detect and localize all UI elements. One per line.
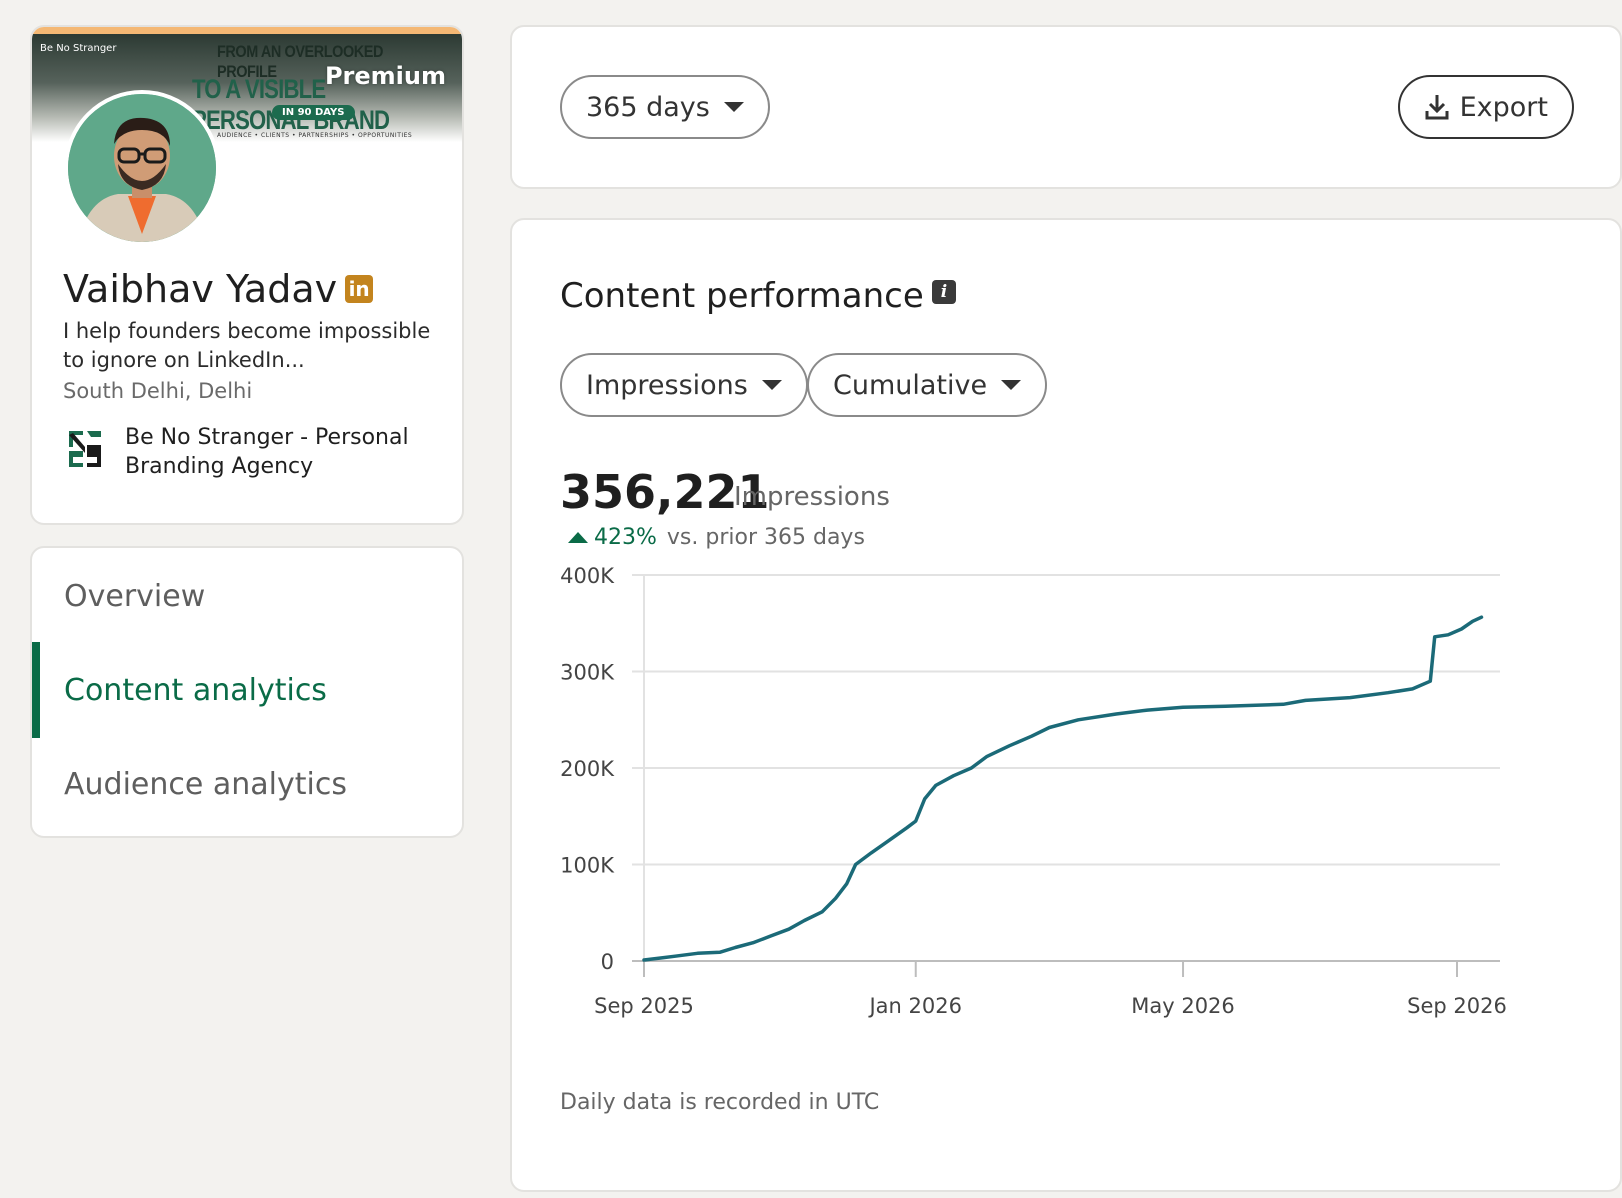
profile-name-row: Vaibhav Yadav in — [63, 267, 374, 311]
y-tick-label: 0 — [601, 950, 614, 974]
banner-line1: FROM AN OVERLOOKED PROFILE — [217, 42, 384, 81]
y-tick-label: 400K — [560, 564, 615, 588]
profile-card: Be No Stranger FROM AN OVERLOOKED PROFIL… — [30, 25, 464, 525]
avatar[interactable] — [64, 90, 220, 246]
banner-tags: AUDIENCE • CLIENTS • PARTNERSHIPS • OPPO… — [217, 132, 413, 139]
profile-location: South Delhi, Delhi — [63, 379, 253, 403]
x-tick-label: May 2026 — [1131, 994, 1235, 1018]
info-icon[interactable]: i — [932, 280, 956, 304]
export-button[interactable]: Export — [1397, 75, 1574, 139]
total-unit: Impressions — [734, 482, 890, 512]
avatar-photo — [68, 94, 216, 242]
performance-title: Content performance — [560, 276, 924, 316]
company-logo-icon — [69, 431, 101, 467]
footnote: Daily data is recorded in UTC — [560, 1090, 880, 1115]
y-tick-label: 300K — [560, 661, 615, 685]
x-tick-label: Sep 2026 — [1407, 994, 1507, 1018]
delta-row: 423% vs. prior 365 days — [568, 525, 865, 550]
filter-card: 365 days Export — [510, 25, 1622, 189]
date-range-label: 365 days — [586, 91, 710, 123]
premium-label: Premium — [324, 62, 446, 90]
linkedin-premium-icon: in — [345, 275, 374, 303]
chevron-down-icon — [723, 102, 744, 112]
nav-item-overview[interactable]: Overview — [64, 578, 206, 614]
x-tick-label: Jan 2026 — [867, 994, 962, 1018]
y-tick-label: 100K — [560, 854, 615, 878]
export-label: Export — [1459, 91, 1548, 123]
nav-item-content-analytics[interactable]: Content analytics — [32, 642, 462, 738]
metric-label: Impressions — [586, 369, 748, 401]
mode-dropdown[interactable]: Cumulative — [807, 353, 1048, 417]
banner-brand: Be No Stranger — [40, 43, 117, 54]
delta-text: vs. prior 365 days — [666, 525, 865, 550]
profile-name[interactable]: Vaibhav Yadav — [63, 267, 338, 311]
impressions-series-line — [642, 615, 1484, 962]
y-tick-label: 200K — [560, 757, 615, 781]
content-performance-card: Content performance i Impressions Cumula… — [510, 218, 1622, 1192]
date-range-dropdown[interactable]: 365 days — [560, 75, 770, 139]
chevron-down-icon — [1001, 380, 1022, 390]
chevron-down-icon — [761, 380, 782, 390]
total-impressions: 356,221 — [560, 465, 770, 519]
impressions-line-chart: 0 100K 200K 300K 400K Sep 2025 Jan 2026 May 202… — [560, 564, 1507, 1018]
profile-headline: I help founders become impossible to ign… — [63, 319, 431, 372]
nav-item-audience-analytics[interactable]: Audience analytics — [64, 766, 347, 802]
mode-label: Cumulative — [833, 369, 988, 401]
download-icon — [1425, 95, 1449, 120]
analytics-nav: Overview Content analytics Audience anal… — [30, 546, 464, 838]
x-tick-label: Sep 2025 — [594, 994, 694, 1018]
delta-value: 423% — [594, 525, 657, 550]
company-row[interactable]: Be No Stranger - Personal Branding Agenc… — [63, 423, 425, 481]
banner-pill: IN 90 DAYS — [272, 105, 355, 120]
metric-dropdown[interactable]: Impressions — [560, 353, 808, 417]
company-name: Be No Stranger - Personal Branding Agenc… — [125, 425, 409, 479]
trend-up-icon — [568, 532, 588, 543]
